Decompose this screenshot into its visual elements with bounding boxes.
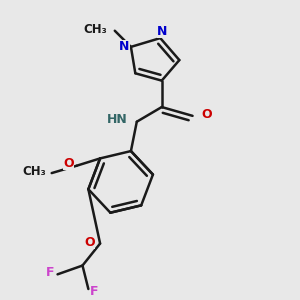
Text: HN: HN: [107, 113, 128, 127]
Text: F: F: [46, 266, 55, 279]
Text: CH₃: CH₃: [84, 23, 107, 36]
Text: O: O: [63, 158, 74, 170]
Text: O: O: [84, 236, 95, 249]
Text: F: F: [90, 285, 98, 298]
Text: N: N: [119, 40, 130, 53]
Text: O: O: [201, 109, 212, 122]
Text: CH₃: CH₃: [22, 165, 46, 178]
Text: N: N: [157, 25, 167, 38]
